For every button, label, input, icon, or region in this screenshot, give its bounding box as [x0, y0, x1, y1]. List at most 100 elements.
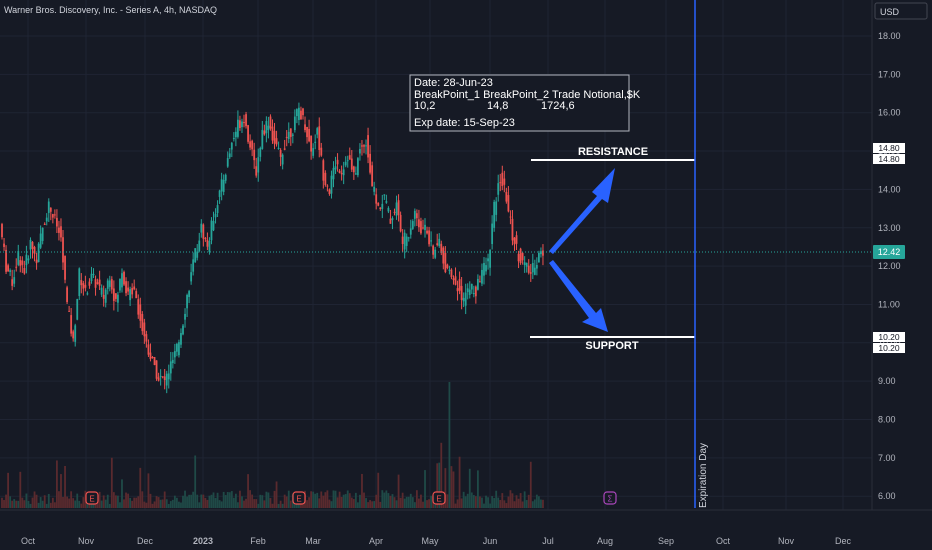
candle[interactable]	[129, 286, 132, 307]
support-level[interactable]: SUPPORT	[530, 336, 695, 352]
candle[interactable]	[283, 139, 286, 151]
candle[interactable]	[336, 153, 339, 172]
candle[interactable]	[92, 268, 95, 278]
candle[interactable]	[523, 256, 526, 273]
candle[interactable]	[354, 166, 357, 175]
candle[interactable]	[222, 174, 225, 196]
candle[interactable]	[74, 323, 77, 347]
candle[interactable]	[147, 339, 150, 357]
candle[interactable]	[432, 244, 435, 259]
candle[interactable]	[338, 169, 341, 174]
candle[interactable]	[58, 220, 60, 241]
candle[interactable]	[39, 225, 42, 250]
candle[interactable]	[206, 232, 209, 251]
candle[interactable]	[198, 232, 201, 253]
candle[interactable]	[133, 279, 136, 291]
candle[interactable]	[224, 173, 227, 184]
candle[interactable]	[367, 127, 369, 164]
candle[interactable]	[159, 369, 162, 386]
candle[interactable]	[251, 139, 254, 157]
candle[interactable]	[407, 236, 410, 242]
candle[interactable]	[94, 275, 97, 296]
candle[interactable]	[497, 174, 500, 202]
candle[interactable]	[218, 189, 221, 204]
candle[interactable]	[9, 268, 12, 276]
candle[interactable]	[298, 102, 300, 126]
candle[interactable]	[184, 308, 186, 328]
candle[interactable]	[182, 324, 184, 336]
candle[interactable]	[503, 170, 506, 193]
candle[interactable]	[21, 256, 24, 273]
candle[interactable]	[474, 285, 477, 304]
candle[interactable]	[31, 241, 34, 259]
candle[interactable]	[188, 289, 191, 304]
candle[interactable]	[481, 263, 483, 287]
candle[interactable]	[13, 269, 16, 288]
candle[interactable]	[316, 126, 319, 139]
candle[interactable]	[141, 311, 144, 335]
candle[interactable]	[110, 276, 113, 294]
candle[interactable]	[135, 288, 138, 299]
candle[interactable]	[98, 270, 101, 291]
candle[interactable]	[237, 110, 239, 139]
candle[interactable]	[397, 194, 400, 222]
candle[interactable]	[173, 343, 176, 364]
candle[interactable]	[114, 293, 117, 302]
candle[interactable]	[533, 259, 536, 276]
candle[interactable]	[163, 369, 166, 390]
candle[interactable]	[277, 141, 280, 150]
candle[interactable]	[332, 161, 335, 188]
candle[interactable]	[428, 226, 430, 247]
candle[interactable]	[265, 116, 268, 143]
candle[interactable]	[513, 237, 516, 251]
candle[interactable]	[241, 118, 243, 134]
candle[interactable]	[373, 181, 376, 196]
candle[interactable]	[234, 127, 237, 147]
candle[interactable]	[143, 318, 146, 344]
candle[interactable]	[369, 145, 372, 175]
candle[interactable]	[56, 209, 58, 233]
candle[interactable]	[418, 209, 420, 232]
candle[interactable]	[15, 258, 18, 272]
candle[interactable]	[45, 213, 48, 226]
candle[interactable]	[259, 146, 262, 162]
candle[interactable]	[220, 172, 223, 201]
candle[interactable]	[5, 245, 7, 275]
candle[interactable]	[436, 233, 439, 247]
candle[interactable]	[72, 329, 75, 342]
candle[interactable]	[312, 143, 315, 159]
candle[interactable]	[178, 339, 180, 358]
candle[interactable]	[314, 134, 317, 150]
candle[interactable]	[401, 229, 404, 253]
candle[interactable]	[324, 170, 327, 187]
candle[interactable]	[393, 208, 396, 216]
candle[interactable]	[25, 245, 28, 274]
candle[interactable]	[17, 244, 20, 267]
candle[interactable]	[462, 292, 465, 308]
candle[interactable]	[422, 219, 424, 230]
candle[interactable]	[76, 298, 79, 321]
candle[interactable]	[383, 194, 386, 200]
candle[interactable]	[542, 244, 544, 266]
candle[interactable]	[68, 305, 71, 312]
candle[interactable]	[210, 217, 213, 245]
candle[interactable]	[51, 213, 54, 224]
up-arrow[interactable]	[549, 168, 615, 254]
candle[interactable]	[525, 262, 528, 273]
candle[interactable]	[495, 197, 498, 222]
candle[interactable]	[385, 194, 388, 204]
candle[interactable]	[239, 115, 241, 131]
candle[interactable]	[108, 275, 111, 292]
candle[interactable]	[208, 237, 211, 255]
candle[interactable]	[112, 280, 115, 311]
candle[interactable]	[291, 132, 294, 144]
candle[interactable]	[90, 266, 93, 284]
candle[interactable]	[1, 222, 3, 240]
candle[interactable]	[117, 291, 119, 312]
candle[interactable]	[80, 273, 83, 294]
candle[interactable]	[350, 150, 353, 172]
candle[interactable]	[285, 130, 288, 147]
candle[interactable]	[379, 207, 382, 211]
candle[interactable]	[348, 147, 351, 160]
